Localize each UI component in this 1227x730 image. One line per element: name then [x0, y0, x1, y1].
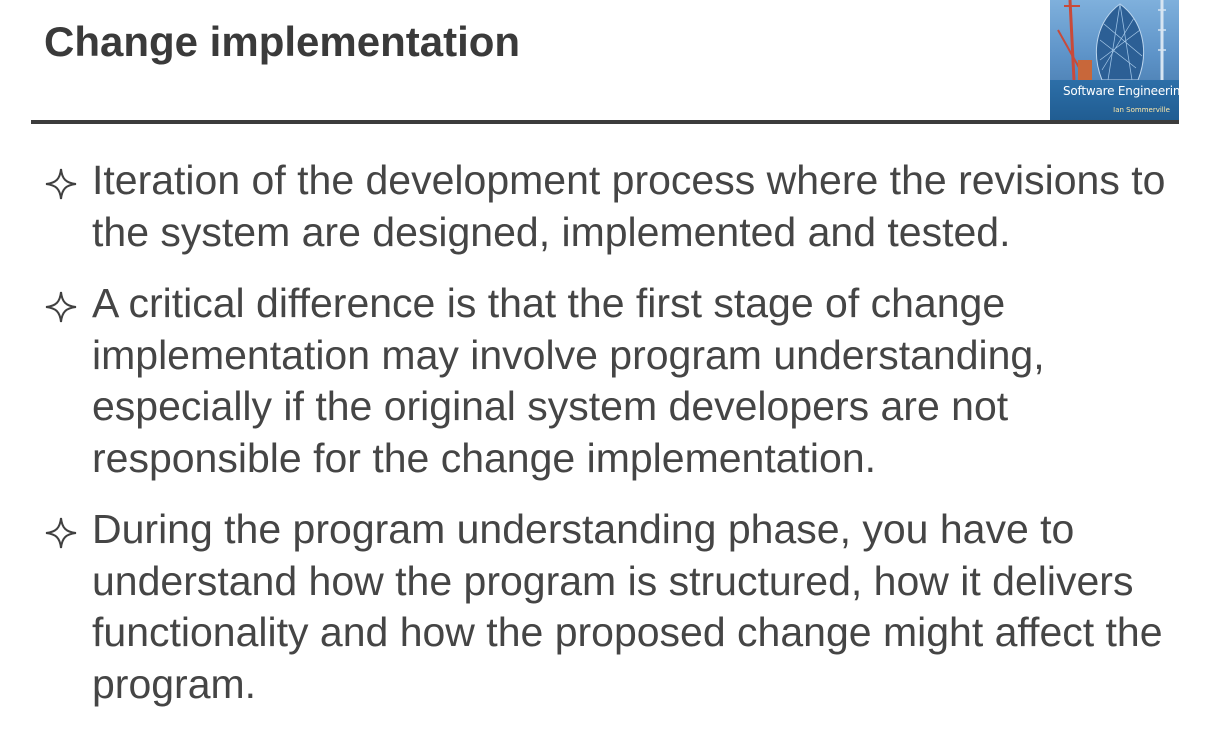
four-point-star-icon [45, 168, 77, 200]
bullet-list: Iteration of the development process whe… [44, 155, 1194, 730]
title-divider [31, 120, 1179, 124]
bullet-text: Iteration of the development process whe… [92, 157, 1166, 255]
cover-band [1050, 80, 1179, 124]
cover-title: Software Engineering [1063, 84, 1179, 98]
bullet-item: Iteration of the development process whe… [44, 155, 1194, 258]
four-point-star-icon [45, 291, 77, 323]
four-point-star-icon [45, 517, 77, 549]
slide-title: Change implementation [44, 18, 521, 65]
cover-author: Ian Sommerville [1113, 106, 1170, 114]
bullet-item: A critical difference is that the first … [44, 278, 1194, 484]
slide: Change implementation Software Engineeri… [31, 0, 1179, 707]
bullet-item: During the program understanding phase, … [44, 504, 1194, 710]
bullet-text: A critical difference is that the first … [92, 280, 1045, 481]
building-illustration-icon [1057, 0, 1166, 81]
book-cover-image: Software Engineering Ian Sommerville [1050, 0, 1179, 124]
bullet-text: During the program understanding phase, … [92, 506, 1163, 707]
